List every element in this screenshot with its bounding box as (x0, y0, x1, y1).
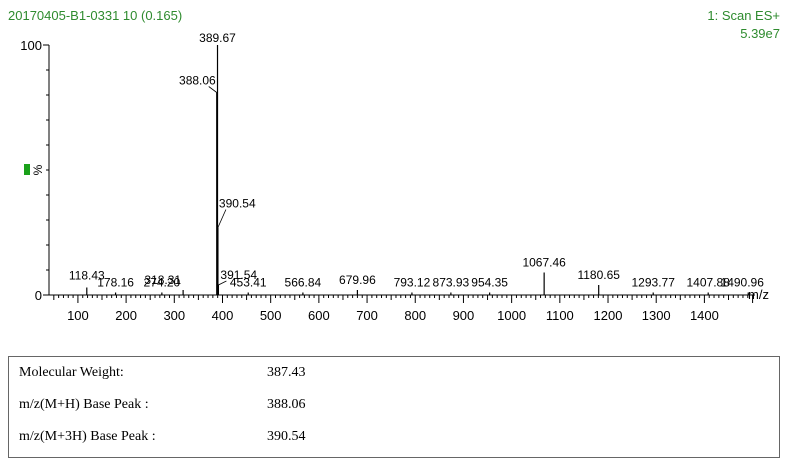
x-axis-label: m/z (748, 287, 769, 302)
x-tick-label: 900 (453, 308, 475, 323)
x-tick-label: 800 (404, 308, 426, 323)
peak-label: 1293.77 (632, 276, 676, 290)
x-tick-label: 600 (308, 308, 330, 323)
peak-label: 793.12 (394, 276, 431, 290)
x-tick-label: 200 (115, 308, 137, 323)
x-tick-label: 1000 (497, 308, 526, 323)
peak-label: 391.54 (220, 268, 257, 282)
peak-label: 873.93 (433, 276, 470, 290)
peak-label: 389.67 (199, 31, 236, 45)
y-tick-label: 100 (20, 38, 42, 53)
sample-id-title: 20170405-B1-0331 10 (0.165) (8, 8, 182, 23)
info-value: 390.54 (267, 429, 306, 444)
peak-label: 390.54 (219, 197, 256, 211)
mass-spectrum-chart: 20170405-B1-0331 10 (0.165) 1: Scan ES+ … (8, 8, 780, 323)
peak-label: 954.35 (471, 276, 508, 290)
info-label: Molecular Weight: (19, 365, 124, 380)
y-tick-label: 0 (35, 288, 42, 303)
x-tick-label: 1200 (594, 308, 623, 323)
x-tick-label: 700 (356, 308, 378, 323)
peak-label: 1180.65 (577, 268, 620, 282)
peak-label-leader (208, 86, 217, 93)
peak-label-leader (218, 280, 227, 286)
peak-label: 1407.88 (687, 276, 731, 290)
peak-label: 118.43 (69, 269, 105, 283)
peak-label: 388.06 (179, 74, 216, 88)
peak-label: 318.31 (144, 273, 181, 287)
x-tick-label: 400 (212, 308, 234, 323)
info-value: 387.43 (267, 365, 306, 380)
x-tick-label: 1400 (690, 308, 719, 323)
info-label: m/z(M+3H) Base Peak : (19, 429, 156, 444)
x-tick-label: 500 (260, 308, 282, 323)
x-tick-label: 100 (67, 308, 89, 323)
peak-label: 274.20 (144, 276, 181, 290)
x-tick-label: 1300 (642, 308, 671, 323)
peak-label: 1067.46 (522, 256, 566, 270)
peak-label-leader (217, 209, 227, 228)
y-axis-label: % (31, 164, 45, 175)
peak-label: 566.84 (285, 276, 322, 290)
intensity-label: 5.39e7 (740, 26, 780, 41)
x-tick-label: 1100 (546, 308, 574, 323)
peak-label: 679.96 (339, 273, 376, 287)
peak-label: 453.41 (230, 276, 267, 290)
y-axis-marker (24, 164, 30, 175)
compound-info-table: Molecular Weight: 387.43 m/z(M+H) Base P… (8, 356, 780, 458)
x-tick-label: 300 (163, 308, 185, 323)
scan-mode-label: 1: Scan ES+ (707, 8, 780, 23)
info-label: m/z(M+H) Base Peak : (19, 397, 149, 412)
peak-label: 178.16 (97, 276, 134, 290)
peak-label: 1490.96 (721, 276, 765, 290)
info-value: 388.06 (267, 397, 306, 412)
